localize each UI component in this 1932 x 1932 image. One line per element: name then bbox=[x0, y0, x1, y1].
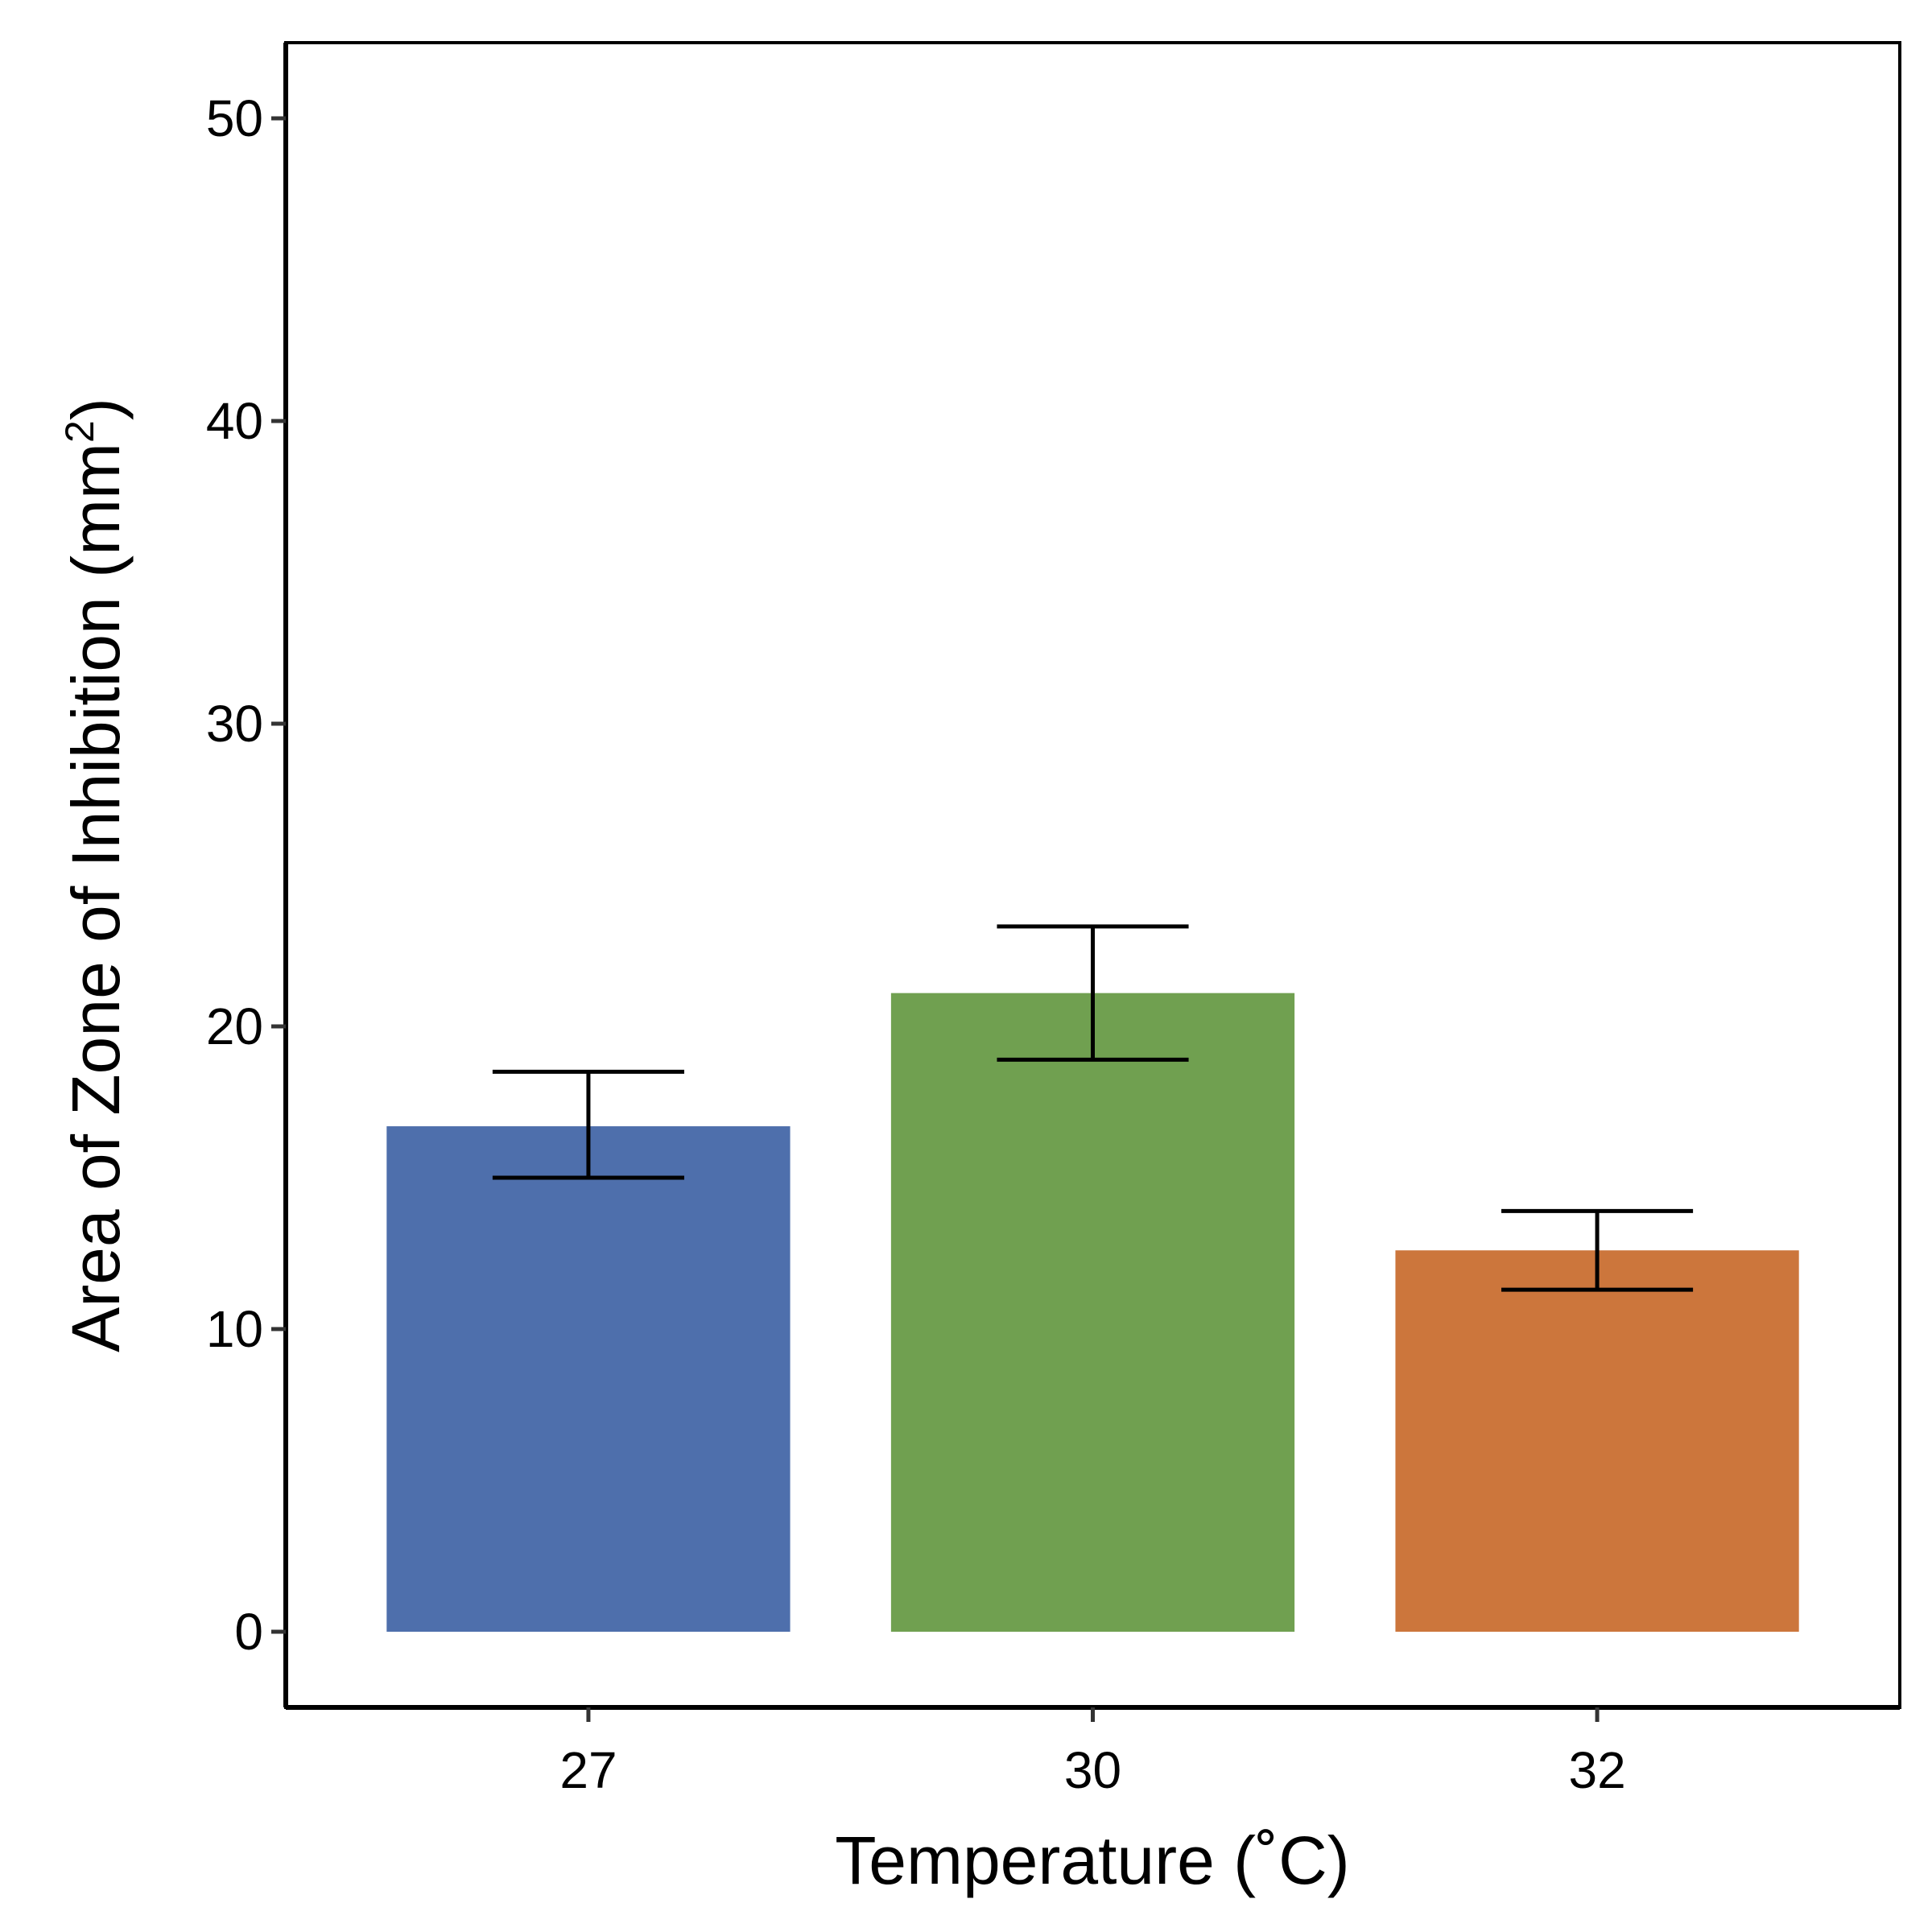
bar-32 bbox=[1395, 1250, 1799, 1632]
y-tick-label-30: 30 bbox=[206, 695, 263, 753]
y-axis-title-main: Area of Zone of Inhibition (mm bbox=[58, 443, 134, 1352]
y-tick-label-10: 10 bbox=[206, 1300, 263, 1358]
x-tick-label-27: 27 bbox=[559, 1741, 617, 1799]
x-tick-label-30: 30 bbox=[1064, 1741, 1121, 1799]
y-tick-label-40: 40 bbox=[206, 392, 263, 450]
bar-27 bbox=[386, 1126, 791, 1632]
y-axis-title-superscript: 2 bbox=[57, 420, 102, 443]
error-bars bbox=[492, 924, 1694, 1292]
y-tick-label-0: 0 bbox=[234, 1603, 263, 1661]
y-axis-ticks: 0 10 20 30 40 50 bbox=[206, 89, 286, 1661]
y-axis-title: Area of Zone of Inhibition (mm2) bbox=[57, 398, 134, 1352]
y-tick-label-20: 20 bbox=[206, 997, 263, 1055]
y-axis-title-close: ) bbox=[58, 398, 134, 420]
x-axis-title: Temperature (˚C) bbox=[835, 1823, 1349, 1898]
bars bbox=[386, 993, 1799, 1632]
x-axis-ticks: 27 30 32 bbox=[559, 1707, 1626, 1799]
y-tick-label-50: 50 bbox=[206, 89, 263, 147]
x-tick-label-32: 32 bbox=[1568, 1741, 1625, 1799]
bar-30 bbox=[890, 993, 1295, 1632]
